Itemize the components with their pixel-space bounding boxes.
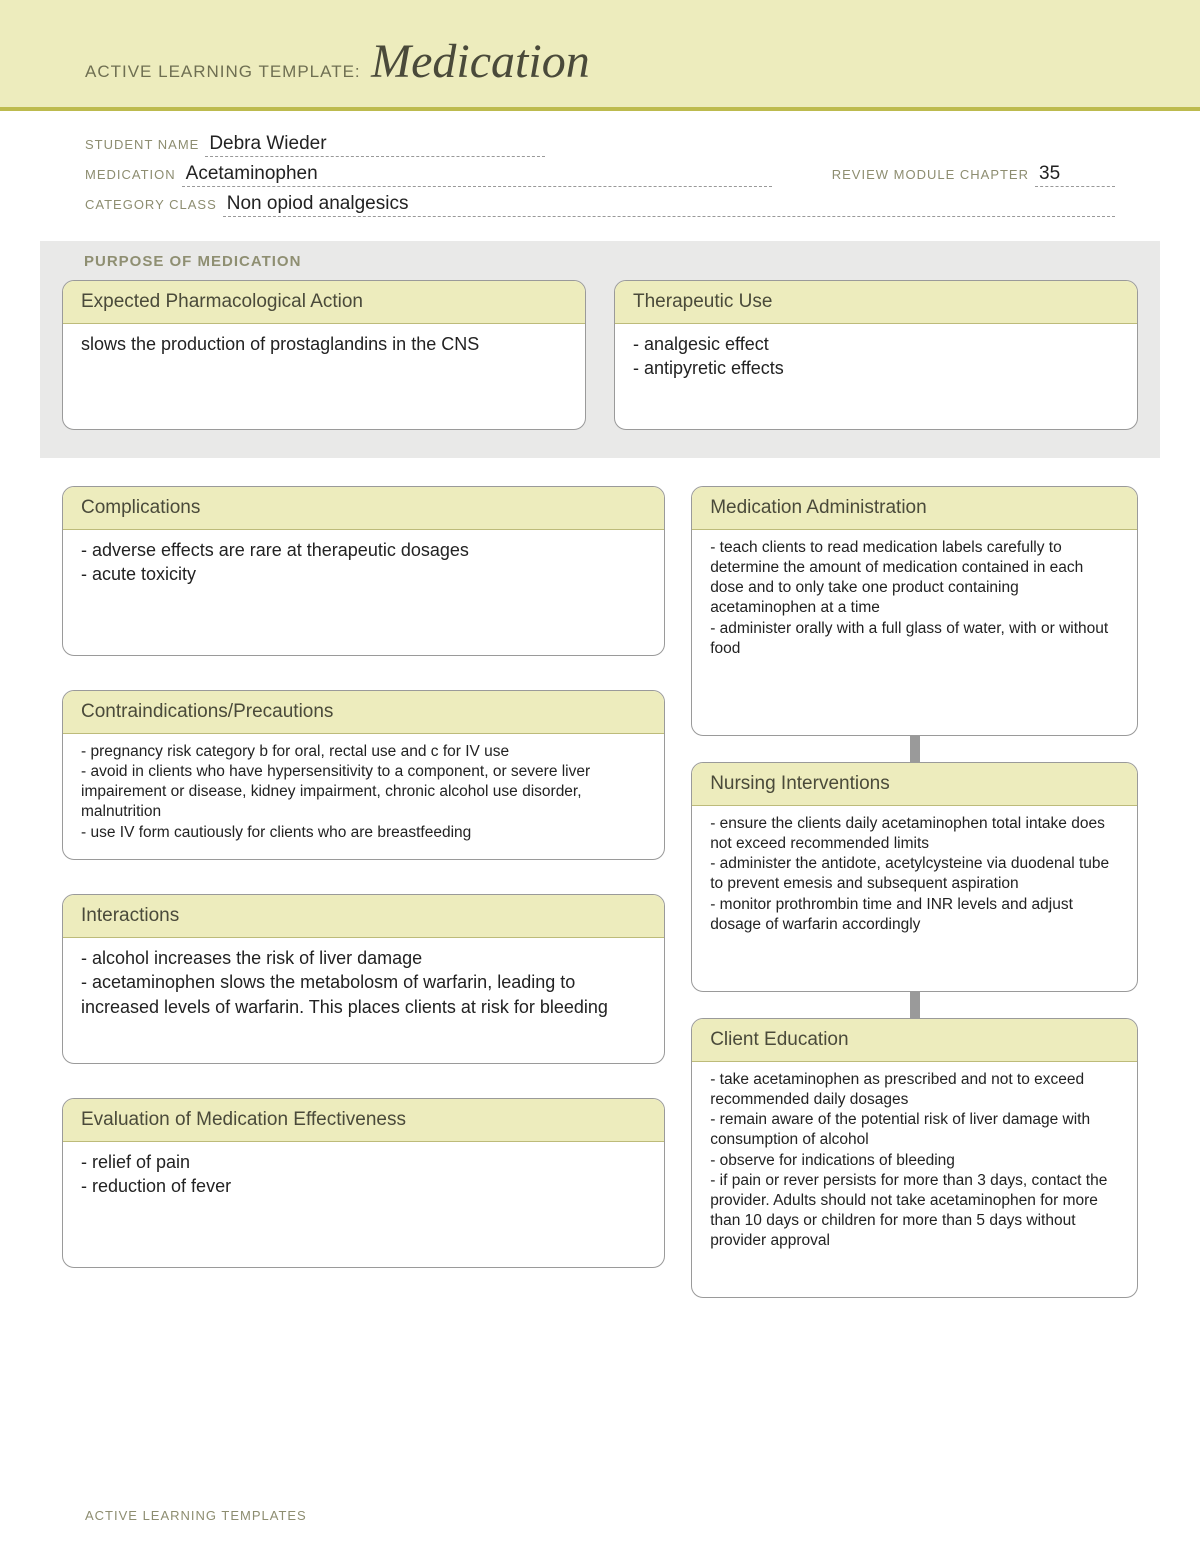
purpose-section: PURPOSE OF MEDICATION Expected Pharmacol…: [40, 241, 1160, 458]
meta-right: REVIEW MODULE CHAPTER 35: [832, 163, 1115, 187]
card-title: Client Education: [692, 1019, 1137, 1062]
card-body: - analgesic effect - antipyretic effects: [615, 324, 1137, 395]
footer-text: ACTIVE LEARNING TEMPLATES: [85, 1508, 307, 1523]
meta-row-medication: MEDICATION Acetaminophen REVIEW MODULE C…: [85, 163, 1115, 187]
main-grid: Complications - adverse effects are rare…: [0, 458, 1200, 1298]
medication-label: MEDICATION: [85, 167, 176, 182]
banner: ACTIVE LEARNING TEMPLATE: Medication: [0, 0, 1200, 111]
banner-title: Medication: [371, 34, 590, 89]
student-name-label: STUDENT NAME: [85, 137, 199, 152]
card-title: Evaluation of Medication Effectiveness: [63, 1099, 664, 1142]
card-title: Expected Pharmacological Action: [63, 281, 585, 324]
card-therapeutic-use: Therapeutic Use - analgesic effect - ant…: [614, 280, 1138, 430]
card-body: - teach clients to read medication label…: [692, 530, 1137, 673]
card-evaluation: Evaluation of Medication Effectiveness -…: [62, 1098, 665, 1268]
card-title: Complications: [63, 487, 664, 530]
card-title: Therapeutic Use: [615, 281, 1137, 324]
card-body: - take acetaminophen as prescribed and n…: [692, 1062, 1137, 1265]
card-medication-administration: Medication Administration - teach client…: [691, 486, 1138, 736]
card-title: Interactions: [63, 895, 664, 938]
purpose-section-title: PURPOSE OF MEDICATION: [84, 253, 1138, 270]
card-title: Nursing Interventions: [692, 763, 1137, 806]
meta-row-category: CATEGORY CLASS Non opiod analgesics: [85, 193, 1115, 217]
connector: [910, 992, 920, 1018]
card-body: - ensure the clients daily acetaminophen…: [692, 806, 1137, 949]
card-nursing-interventions: Nursing Interventions - ensure the clien…: [691, 762, 1138, 992]
card-title: Medication Administration: [692, 487, 1137, 530]
column-left: Complications - adverse effects are rare…: [62, 486, 665, 1298]
meta-row-student: STUDENT NAME Debra Wieder: [85, 133, 1115, 157]
card-body: - relief of pain - reduction of fever: [63, 1142, 664, 1213]
card-contraindications: Contraindications/Precautions - pregnanc…: [62, 690, 665, 860]
card-title: Contraindications/Precautions: [63, 691, 664, 734]
page: ACTIVE LEARNING TEMPLATE: Medication STU…: [0, 0, 1200, 1553]
category-value: Non opiod analgesics: [223, 193, 1115, 217]
card-complications: Complications - adverse effects are rare…: [62, 486, 665, 656]
card-body: - adverse effects are rare at therapeuti…: [63, 530, 664, 601]
column-right: Medication Administration - teach client…: [691, 486, 1138, 1298]
banner-label: ACTIVE LEARNING TEMPLATE:: [85, 62, 361, 82]
medication-value: Acetaminophen: [182, 163, 772, 187]
card-body: - alcohol increases the risk of liver da…: [63, 938, 664, 1033]
card-client-education: Client Education - take acetaminophen as…: [691, 1018, 1138, 1298]
card-pharmacological-action: Expected Pharmacological Action slows th…: [62, 280, 586, 430]
connector: [910, 736, 920, 762]
meta-block: STUDENT NAME Debra Wieder MEDICATION Ace…: [0, 111, 1200, 233]
purpose-grid: Expected Pharmacological Action slows th…: [62, 280, 1138, 430]
card-body: slows the production of prostaglandins i…: [63, 324, 585, 370]
category-label: CATEGORY CLASS: [85, 197, 217, 212]
card-body: - pregnancy risk category b for oral, re…: [63, 734, 664, 857]
card-interactions: Interactions - alcohol increases the ris…: [62, 894, 665, 1064]
chapter-label: REVIEW MODULE CHAPTER: [832, 167, 1029, 182]
student-name-value: Debra Wieder: [205, 133, 545, 157]
chapter-value: 35: [1035, 163, 1115, 187]
